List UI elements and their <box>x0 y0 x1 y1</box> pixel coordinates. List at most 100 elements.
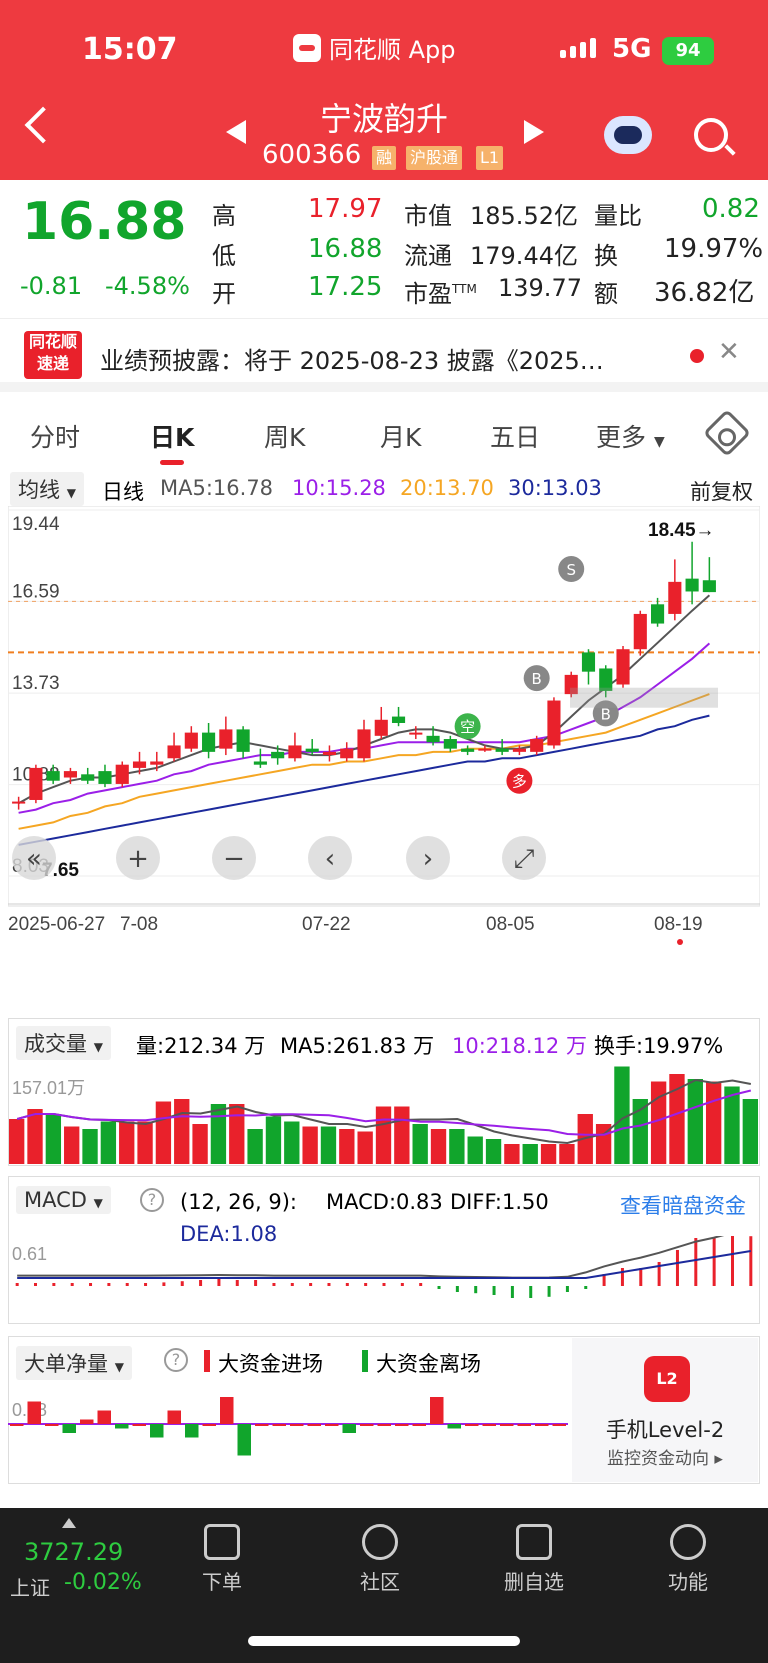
prev-button[interactable]: ‹ <box>308 836 352 880</box>
index-name: 上证 <box>10 1576 50 1600</box>
volume-bar <box>650 1081 667 1164</box>
x-tick-label: 7-08 <box>120 914 158 935</box>
macd-params: (12, 26, 9): <box>180 1190 297 1214</box>
bigorder-bar <box>255 1424 269 1426</box>
highlight-zone <box>570 687 718 708</box>
change-percent: -4.58% <box>105 272 190 300</box>
home-indicator[interactable] <box>248 1636 520 1646</box>
expand-up-icon[interactable] <box>62 1518 76 1528</box>
macd-value: MACD:0.83 <box>326 1190 443 1214</box>
zoom-in-button[interactable]: + <box>116 836 160 880</box>
nav-remove-watch[interactable]: 删自选 <box>474 1524 594 1595</box>
pe-ttm: TTM <box>452 282 477 296</box>
volume-bar <box>155 1101 172 1164</box>
tab-weekly-k[interactable]: 周K <box>264 423 306 452</box>
network-label: 5G <box>612 34 652 64</box>
volratio-label: 量比 <box>594 202 642 230</box>
signal-marker <box>523 665 550 692</box>
ma10-label: 10:15.28 <box>292 476 386 500</box>
volume-ma10-line <box>16 1089 752 1136</box>
notice-bar[interactable]: 同花顺 速递 业绩预披露：将于 2025-08-23 披露《2025… ✕ <box>0 318 768 392</box>
tab-five-day[interactable]: 五日 <box>490 423 541 452</box>
assistant-robot-icon[interactable] <box>604 116 652 154</box>
tab-intraday[interactable]: 分时 <box>30 423 81 452</box>
candlestick-chart[interactable]: 19.4416.5913.7310.888.0318.45→7.65SBB空多2… <box>8 506 760 962</box>
volume-panel <box>8 1018 760 1166</box>
candle-body <box>219 729 233 749</box>
notice-logo-bottom: 速递 <box>36 354 69 373</box>
signal-label: S <box>566 561 576 579</box>
macd-selector[interactable]: MACD ▼ <box>16 1186 111 1214</box>
nav-community[interactable]: 社区 <box>320 1524 440 1595</box>
volume-bar <box>247 1129 263 1164</box>
bigorder-bar <box>27 1401 41 1424</box>
volume-bar <box>504 1144 520 1164</box>
volume-bar <box>559 1144 575 1164</box>
index-value[interactable]: 3727.29 <box>24 1538 124 1566</box>
nav-functions[interactable]: 功能 <box>628 1524 748 1595</box>
next-button[interactable]: › <box>406 836 450 880</box>
macd-axis-label: 0.61 <box>12 1244 47 1264</box>
outflow-legend: 大资金离场 <box>376 1352 481 1376</box>
chevron-down-icon: ▼ <box>114 1360 124 1374</box>
level2-promo[interactable]: L2 手机Level-2 监控资金动向 ▸ <box>572 1338 758 1482</box>
bigorder-selector[interactable]: 大单净量 ▼ <box>16 1346 132 1380</box>
next-stock-button[interactable] <box>524 120 544 144</box>
candle-body <box>288 745 302 759</box>
candle-body <box>564 674 578 695</box>
zoom-in-glyph: + <box>127 844 149 874</box>
bigorder-bar <box>150 1424 164 1438</box>
tab-monthly-k[interactable]: 月K <box>380 423 422 452</box>
diff-line <box>17 1236 725 1279</box>
float-label: 流通 <box>404 242 452 270</box>
ma-selector[interactable]: 均线 ▼ <box>10 472 84 506</box>
prev-stock-button[interactable] <box>226 120 246 144</box>
signal-marker <box>558 556 585 583</box>
volume-bar <box>192 1124 208 1164</box>
volume-selector[interactable]: 成交量 ▼ <box>16 1026 111 1060</box>
candle-body <box>81 774 95 781</box>
candle-body <box>322 751 337 756</box>
y-tick-label: 13.73 <box>12 673 60 694</box>
zoom-out-glyph: − <box>223 844 245 874</box>
volume-bar <box>174 1099 190 1164</box>
volume-bar <box>687 1079 703 1164</box>
candle-body <box>29 767 43 800</box>
status-app[interactable]: 同花顺 App <box>293 30 456 65</box>
volume-bar <box>9 1119 25 1164</box>
remove-watch-icon <box>516 1524 552 1560</box>
candle-body <box>512 748 526 752</box>
quote-panel <box>0 180 768 315</box>
signal-marker <box>506 767 533 794</box>
dea-value: DEA:1.08 <box>180 1222 278 1246</box>
candle-body <box>132 761 147 768</box>
volume-bar <box>229 1104 245 1164</box>
adjust-selector[interactable]: 前复权 <box>690 480 753 504</box>
help-icon[interactable]: ? <box>140 1188 164 1212</box>
zoom-out-button[interactable]: − <box>212 836 256 880</box>
inflow-legend: 大资金进场 <box>218 1352 323 1376</box>
unread-dot-icon <box>690 349 704 363</box>
tab-more[interactable]: 更多 ▼ <box>596 418 665 454</box>
search-icon[interactable] <box>694 118 728 152</box>
candle-body <box>271 751 285 759</box>
pe-value: 139.77 <box>498 274 582 302</box>
candle-body <box>184 732 198 749</box>
close-icon[interactable]: ✕ <box>718 337 740 367</box>
help-icon[interactable]: ? <box>164 1348 188 1372</box>
tag-margin: 融 <box>372 146 397 170</box>
notice-text[interactable]: 业绩预披露：将于 2025-08-23 披露《2025… <box>100 347 604 375</box>
volume-ma10-label: 10:218.12 万 <box>452 1034 587 1058</box>
chart-settings-icon[interactable] <box>702 408 752 458</box>
low-value: 16.88 <box>308 234 383 264</box>
tab-daily-k[interactable]: 日K <box>150 423 195 452</box>
nav-order[interactable]: 下单 <box>162 1524 282 1595</box>
candle-body <box>391 716 406 723</box>
fast-back-glyph: « <box>26 844 42 874</box>
bigorder-bar <box>360 1424 374 1426</box>
fast-back-button[interactable]: « <box>12 836 56 880</box>
dark-pool-link[interactable]: 查看暗盘资金 <box>620 1194 746 1218</box>
fullscreen-button[interactable]: ⤢ <box>502 836 546 880</box>
index-change: -0.02% <box>64 1570 142 1595</box>
high-value: 17.97 <box>308 194 383 224</box>
